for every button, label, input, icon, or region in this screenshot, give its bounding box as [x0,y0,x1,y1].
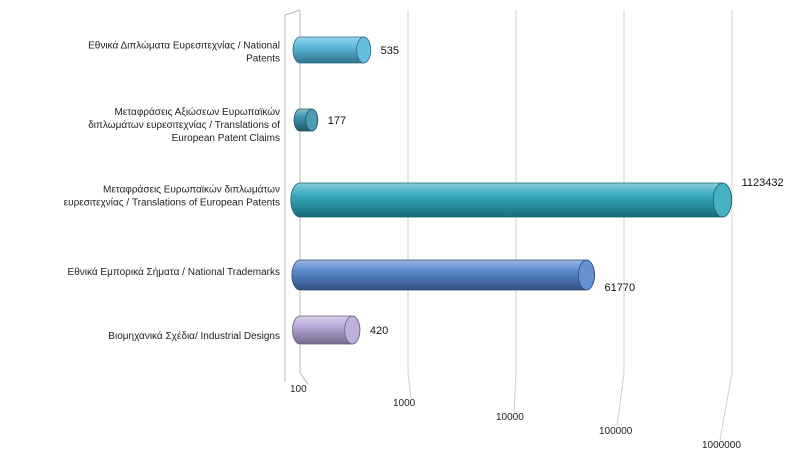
bar-end-cap [577,259,595,291]
category-label: Εθνικά Εμπορικά Σήματα / National Tradem… [68,266,280,278]
bar [293,108,319,132]
grid [284,9,733,441]
category-label: Βιομηχανικά Σχέδια/ Industrial Designs [108,330,280,342]
labels: 100 1000 10000 100000 1000000 535 177 1123432 61… [64,40,784,452]
bars [290,36,733,345]
value-label: 1123432 [742,177,784,189]
bar [290,182,733,218]
gridline-floor [407,372,412,399]
bar [292,36,372,64]
bar-end-cap [305,108,319,132]
category-label: Μεταφράσεις Αξιώσεων Ευρωπαϊκών διπλωμάτω… [88,106,280,144]
category-label: Μεταφράσεις Ευρωπαϊκών διπλωμάτων ευρεσιτ… [64,184,280,209]
gridline-floor [616,372,625,427]
x-tick-label: 100 [290,384,307,395]
bar [291,259,595,291]
x-tick-label: 1000 [393,398,416,409]
bar-body [290,182,733,218]
category-label: Εθνικά Διπλώματα Ευρεσιτεχνίας / Nationa… [88,40,280,65]
gridline-floor [719,372,733,441]
value-label: 535 [381,45,399,57]
value-label: 177 [328,115,346,127]
bar-end-cap [344,315,361,345]
bar [292,315,361,345]
x-tick-label: 100000 [599,426,633,437]
gridline-floor [513,372,517,413]
bar-end-cap [356,36,372,64]
frame-edge [284,9,301,16]
x-tick-label: 1000000 [702,440,741,451]
bar-end-cap [712,182,733,218]
x-tick-label: 10000 [496,412,524,423]
value-label: 61770 [605,282,636,294]
gridline-floor [299,372,309,385]
value-label: 420 [370,325,388,337]
bar-body [291,259,595,291]
